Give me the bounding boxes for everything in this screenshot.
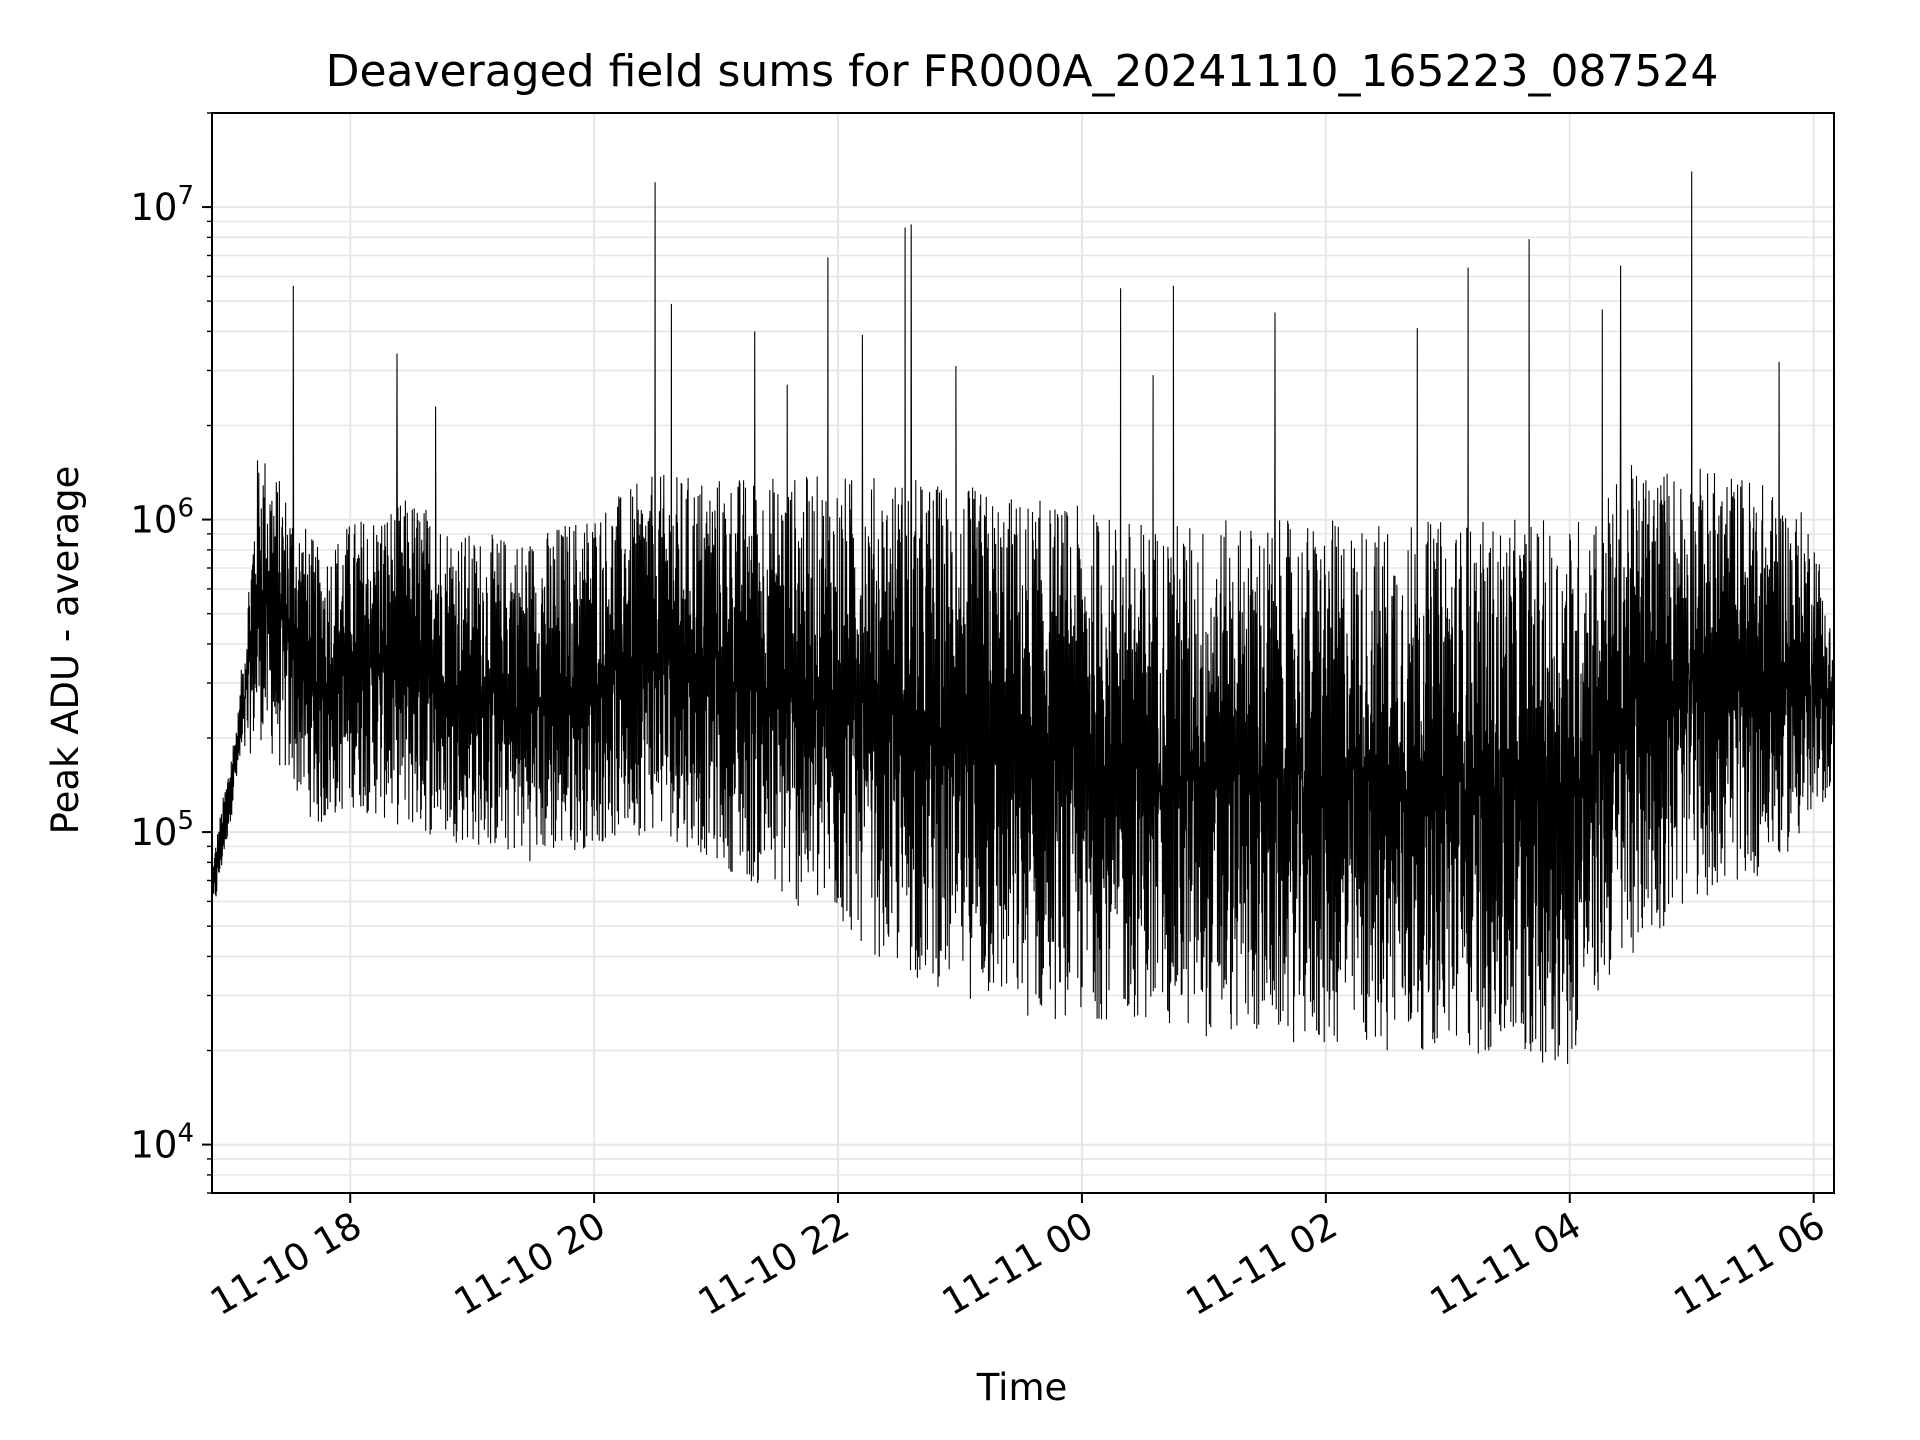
x-axis-label: Time bbox=[976, 1366, 1068, 1409]
series-line bbox=[211, 171, 1835, 1064]
y-tick-label: 107 bbox=[130, 181, 194, 229]
y-tick-label: 105 bbox=[130, 806, 194, 854]
series-line-group bbox=[211, 171, 1835, 1064]
y-tick-label: 106 bbox=[130, 494, 194, 542]
chart-title: Deaveraged field sums for FR000A_2024111… bbox=[326, 46, 1719, 97]
plot-frame bbox=[211, 112, 1835, 1194]
y-axis-label: Peak ADU - average bbox=[44, 466, 87, 835]
y-tick-label: 104 bbox=[130, 1119, 194, 1167]
y-axis-ticks: 104 105 106 107 bbox=[130, 112, 212, 1194]
